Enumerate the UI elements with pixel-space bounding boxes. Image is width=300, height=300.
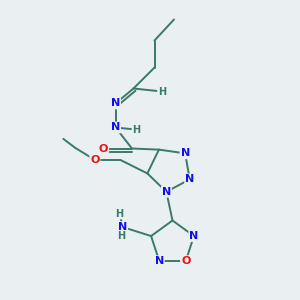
Text: H: H (158, 86, 166, 97)
Text: N: N (189, 231, 199, 241)
Text: O: O (90, 155, 100, 165)
Text: N: N (185, 174, 194, 184)
Text: N: N (162, 187, 171, 197)
Text: N: N (111, 98, 120, 109)
Text: N: N (181, 148, 190, 158)
Text: O: O (99, 143, 108, 154)
Text: N: N (111, 122, 120, 133)
Text: H: H (116, 208, 124, 218)
Text: N: N (154, 256, 164, 266)
Text: H: H (132, 124, 141, 135)
Text: O: O (181, 256, 190, 266)
Text: N: N (118, 222, 127, 232)
Text: H: H (117, 231, 125, 241)
